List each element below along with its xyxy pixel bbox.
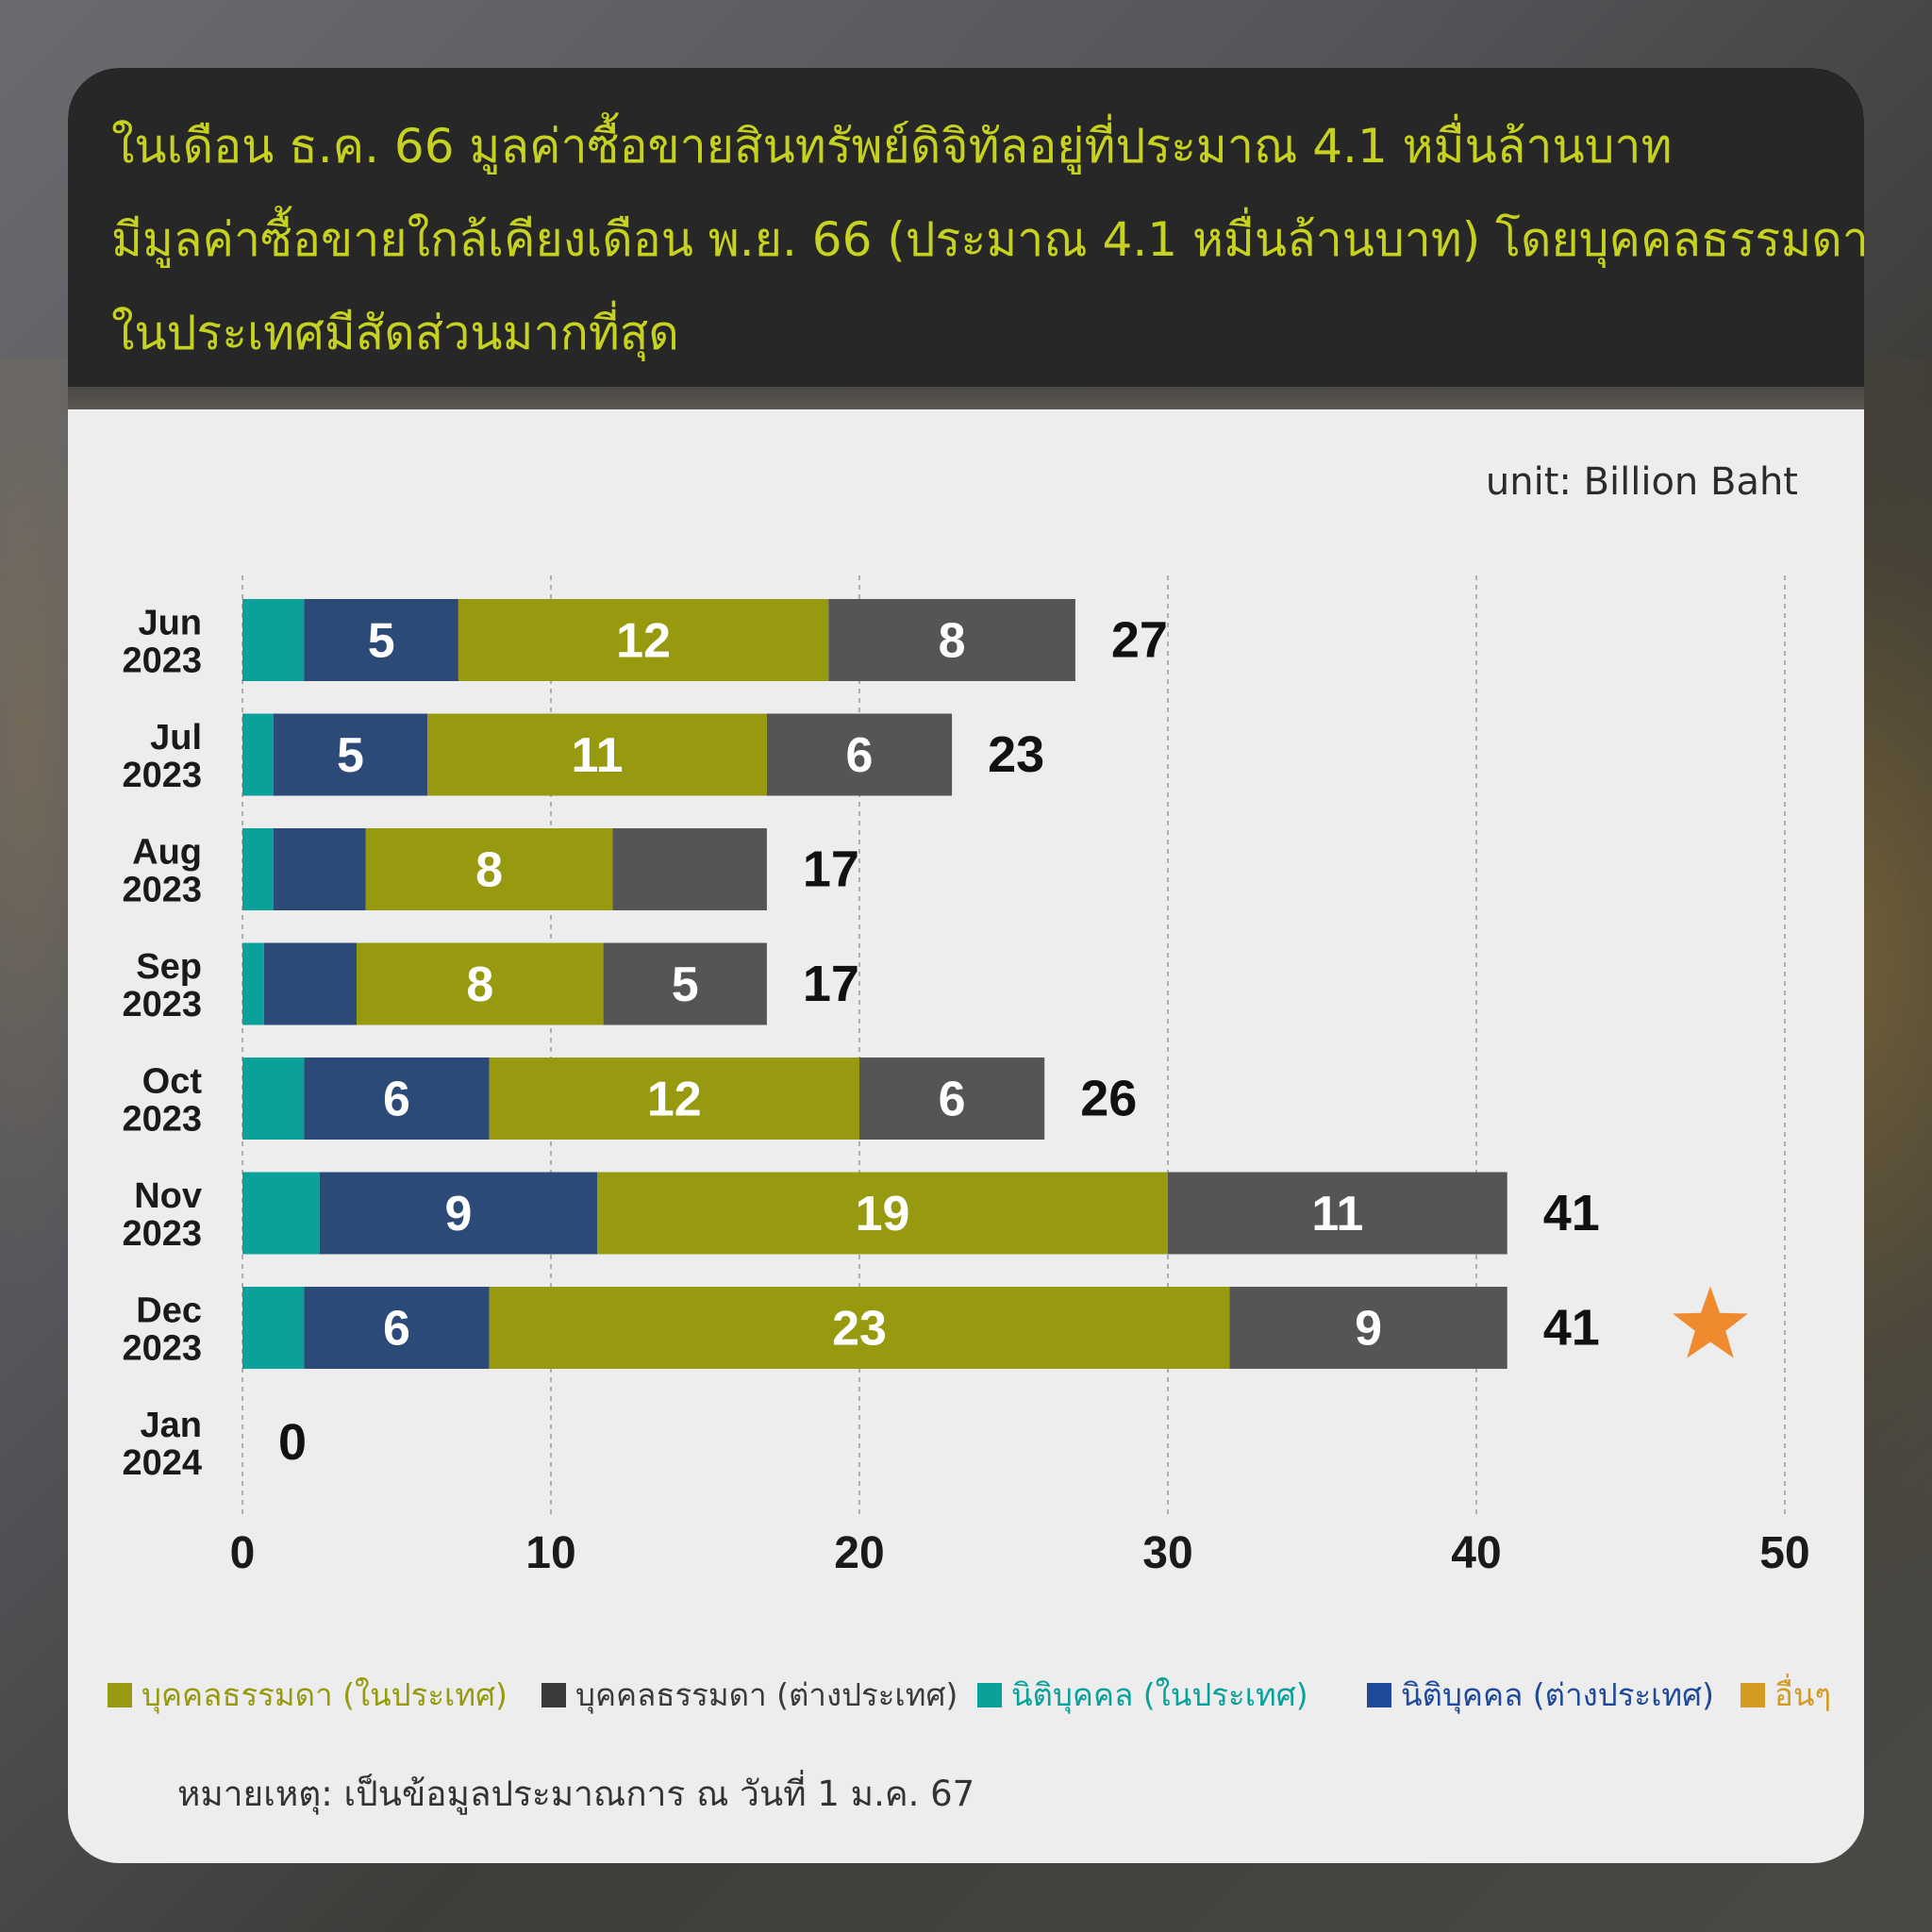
data-label: 23 xyxy=(832,1302,887,1357)
total-label: 41 xyxy=(1543,1300,1600,1357)
data-label: 6 xyxy=(939,1073,966,1127)
bar-segment xyxy=(489,1287,1230,1369)
bar-segment xyxy=(828,599,1075,681)
bar-segment xyxy=(304,1058,490,1140)
bar-segment xyxy=(304,599,458,681)
data-label: 5 xyxy=(368,614,395,669)
x-tick-label: 40 xyxy=(1451,1528,1501,1578)
category-label: Oct 2023 xyxy=(122,1062,202,1140)
divider-strip xyxy=(68,387,1864,409)
data-label: 19 xyxy=(856,1187,910,1241)
bar-segment xyxy=(612,828,767,910)
data-label: 5 xyxy=(672,958,699,1012)
bar-segment xyxy=(1229,1287,1507,1369)
data-label: 5 xyxy=(337,728,364,783)
category-label: Jun 2023 xyxy=(122,604,202,681)
legend-item: บุคคลธรรมดา (ต่างประเทศ) xyxy=(541,1670,958,1720)
data-label: 9 xyxy=(1355,1302,1382,1357)
headline-line-1: ในเดือน ธ.ค. 66 มูลค่าซื้อขายสินทรัพย์ดิ… xyxy=(111,119,1673,174)
x-tick-label: 20 xyxy=(834,1528,884,1578)
bar-segment xyxy=(603,942,767,1025)
total-label: 17 xyxy=(803,841,859,898)
legend-item: นิติบุคคล (ต่างประเทศ) xyxy=(1367,1670,1714,1720)
x-tick-label: 50 xyxy=(1759,1528,1809,1578)
x-tick-label: 30 xyxy=(1142,1528,1192,1578)
legend-label: บุคคลธรรมดา (ในประเทศ) xyxy=(142,1676,508,1713)
bar-segment xyxy=(242,1287,305,1369)
bar-segment xyxy=(242,828,274,910)
bar-segment xyxy=(859,1058,1045,1140)
legend-swatch xyxy=(977,1683,1002,1707)
legend-item: นิติบุคคล (ในประเทศ) xyxy=(977,1670,1308,1720)
bar-segment xyxy=(242,713,274,796)
footnote: หมายเหตุ: เป็นข้อมูลประมาณการ ณ วันที่ 1… xyxy=(177,1774,975,1814)
total-label: 41 xyxy=(1543,1185,1600,1241)
data-label: 6 xyxy=(846,728,874,783)
bar-segment xyxy=(458,599,829,681)
bar-segment xyxy=(263,942,357,1025)
category-label: Jul 2023 xyxy=(122,718,202,795)
bar-segment xyxy=(489,1058,859,1140)
legend-label: อื่นๆ xyxy=(1774,1676,1832,1713)
total-label: 27 xyxy=(1111,612,1168,669)
legend-swatch xyxy=(1740,1683,1765,1707)
category-label: Dec 2023 xyxy=(122,1291,202,1369)
bar-segment xyxy=(1168,1172,1507,1255)
legend-label: บุคคลธรรมดา (ต่างประเทศ) xyxy=(575,1676,958,1713)
bar-segment xyxy=(365,828,613,910)
category-label: Aug 2023 xyxy=(122,833,202,910)
category-label: Jan 2024 xyxy=(122,1406,202,1483)
bar-segment xyxy=(242,599,305,681)
legend-item: อื่นๆ xyxy=(1740,1670,1831,1720)
data-label: 6 xyxy=(383,1302,410,1357)
headline-line-2: มีมูลค่าซื้อขายใกล้เคียงเดือน พ.ย. 66 (ป… xyxy=(111,212,1864,267)
legend-swatch xyxy=(108,1683,132,1707)
data-label: 11 xyxy=(572,728,624,783)
star-icon xyxy=(1673,1286,1748,1358)
data-label: 8 xyxy=(475,843,503,898)
bar-segment xyxy=(356,942,604,1025)
total-label: 17 xyxy=(803,956,859,1012)
data-label: 8 xyxy=(466,958,493,1012)
total-label: 0 xyxy=(278,1414,307,1471)
legend-label: นิติบุคคล (ต่างประเทศ) xyxy=(1401,1676,1714,1713)
bar-segment xyxy=(242,942,264,1025)
total-label: 23 xyxy=(988,726,1044,783)
category-label: Sep 2023 xyxy=(122,947,202,1024)
data-label: 8 xyxy=(939,614,966,669)
bar-segment xyxy=(766,713,953,796)
bar-segment xyxy=(427,713,767,796)
headline-line-3: ในประเทศมีสัดส่วนมากที่สุด xyxy=(111,306,679,360)
legend: บุคคลธรรมดา (ในประเทศ) บุคคลธรรมดา (ต่างป… xyxy=(108,1670,1862,1723)
legend-swatch xyxy=(1367,1683,1391,1707)
legend-swatch xyxy=(541,1683,566,1707)
bar-segment xyxy=(242,1172,320,1255)
category-label: Nov 2023 xyxy=(122,1176,202,1254)
legend-label: นิติบุคคล (ในประเทศ) xyxy=(1011,1676,1308,1713)
x-tick-label: 10 xyxy=(525,1528,575,1578)
data-label: 6 xyxy=(383,1073,410,1127)
data-label: 12 xyxy=(647,1073,702,1127)
bar-segment xyxy=(304,1287,490,1369)
total-label: 26 xyxy=(1080,1071,1137,1127)
data-label: 9 xyxy=(444,1187,472,1241)
bar-segment xyxy=(273,713,428,796)
bar-segment xyxy=(273,828,366,910)
data-label: 11 xyxy=(1311,1187,1363,1241)
infographic-card: ในเดือน ธ.ค. 66 มูลค่าซื้อขายสินทรัพย์ดิ… xyxy=(68,68,1864,1863)
bar-segment xyxy=(242,1058,305,1140)
headline: ในเดือน ธ.ค. 66 มูลค่าซื้อขายสินทรัพย์ดิ… xyxy=(111,100,1864,380)
headline-panel: ในเดือน ธ.ค. 66 มูลค่าซื้อขายสินทรัพย์ดิ… xyxy=(68,68,1864,387)
data-label: 12 xyxy=(616,614,671,669)
bar-segment xyxy=(597,1172,1168,1255)
legend-item: บุคคลธรรมดา (ในประเทศ) xyxy=(108,1670,508,1720)
bar-segment xyxy=(319,1172,598,1255)
unit-label: unit: Billion Baht xyxy=(1485,460,1798,504)
x-tick-label: 0 xyxy=(230,1528,256,1578)
